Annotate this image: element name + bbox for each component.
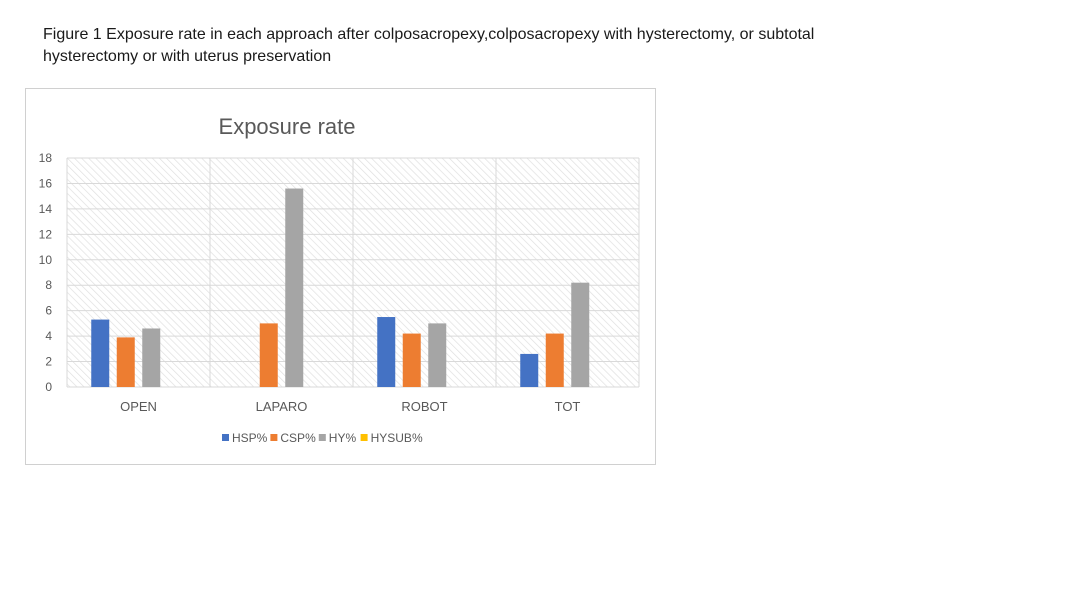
bar xyxy=(285,188,304,387)
legend-swatch xyxy=(360,434,368,441)
bar xyxy=(520,353,539,387)
chart-title: Exposure rate xyxy=(219,114,356,139)
bar xyxy=(116,337,135,387)
bar xyxy=(259,323,278,387)
x-category-label: TOT xyxy=(555,399,581,414)
figure-caption: Figure 1 Exposure rate in each approach … xyxy=(43,26,815,65)
chart: Exposure rate 0 2 4 6 8 10 12 14 16 18 OPEN LAPARO… xyxy=(39,114,640,445)
x-category-label: OPEN xyxy=(120,399,157,414)
bar xyxy=(91,319,110,387)
legend-label: HYSUB% xyxy=(371,431,423,445)
y-tick-label: 0 xyxy=(45,380,52,394)
chart-frame: Exposure rate 0 2 4 6 8 10 12 14 16 18 OPEN LAPARO… xyxy=(25,88,656,465)
bar xyxy=(545,333,564,387)
legend-swatch xyxy=(318,434,326,441)
bar xyxy=(377,317,396,387)
x-category-label: LAPARO xyxy=(256,399,308,414)
legend-label: HSP% xyxy=(232,431,268,445)
legend-swatch xyxy=(222,434,229,441)
bar xyxy=(571,282,590,387)
bar xyxy=(428,323,447,387)
y-tick-label: 6 xyxy=(45,304,52,318)
y-tick-label: 10 xyxy=(39,253,53,267)
y-tick-label: 12 xyxy=(39,227,53,241)
legend-swatch xyxy=(270,434,278,441)
bar xyxy=(402,333,421,387)
y-tick-label: 4 xyxy=(45,329,52,343)
x-category-label: ROBOT xyxy=(401,399,447,414)
y-tick-label: 2 xyxy=(45,355,52,369)
y-tick-label: 16 xyxy=(39,176,53,190)
legend-label: HY% xyxy=(329,431,357,445)
legend-label: CSP% xyxy=(280,431,316,445)
bar xyxy=(142,328,161,387)
y-tick-label: 18 xyxy=(39,151,53,165)
y-tick-label: 8 xyxy=(45,278,52,292)
y-tick-label: 14 xyxy=(39,202,53,216)
